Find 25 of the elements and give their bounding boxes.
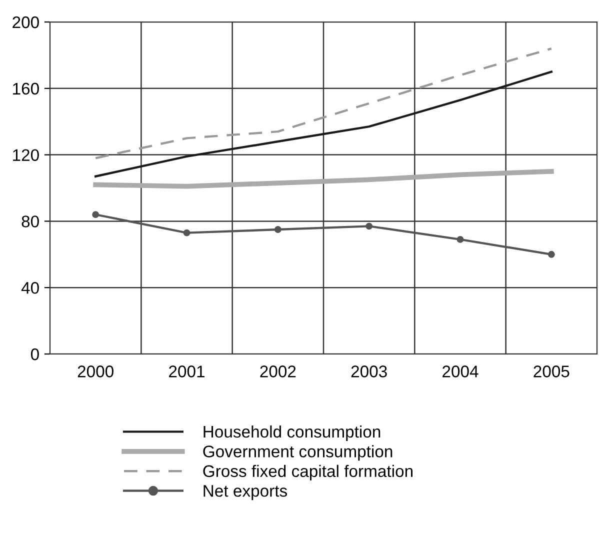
- point: [366, 222, 373, 230]
- point: [92, 211, 100, 218]
- legend-label: Gross fixed capital formation: [203, 464, 412, 480]
- line-series: [94, 47, 553, 160]
- x-tick-label: 2002: [260, 366, 296, 378]
- y-tick-label: 160: [13, 82, 39, 95]
- y-tick-label: 0: [30, 348, 39, 360]
- point: [274, 226, 282, 233]
- y-tick-label: 80: [22, 216, 39, 228]
- x-tick-label: 2000: [78, 366, 114, 378]
- x-tick-label: 2004: [442, 366, 478, 378]
- point: [456, 236, 464, 243]
- legend-label: Household consumption: [204, 425, 380, 441]
- point: [183, 229, 190, 236]
- legend-label: Net exports: [204, 485, 287, 500]
- x-tick-label: 2003: [351, 366, 387, 378]
- y-tick-label: 120: [13, 149, 39, 162]
- line-series: [93, 168, 554, 189]
- y-tick-label: 200: [12, 16, 39, 28]
- x-tick-label: 2001: [169, 366, 204, 378]
- point: [548, 250, 555, 258]
- line-series: [94, 70, 553, 178]
- x-tick-label: 2005: [534, 366, 570, 378]
- y-tick-label: 40: [21, 282, 39, 294]
- legend-label: Government consumption: [203, 445, 392, 461]
